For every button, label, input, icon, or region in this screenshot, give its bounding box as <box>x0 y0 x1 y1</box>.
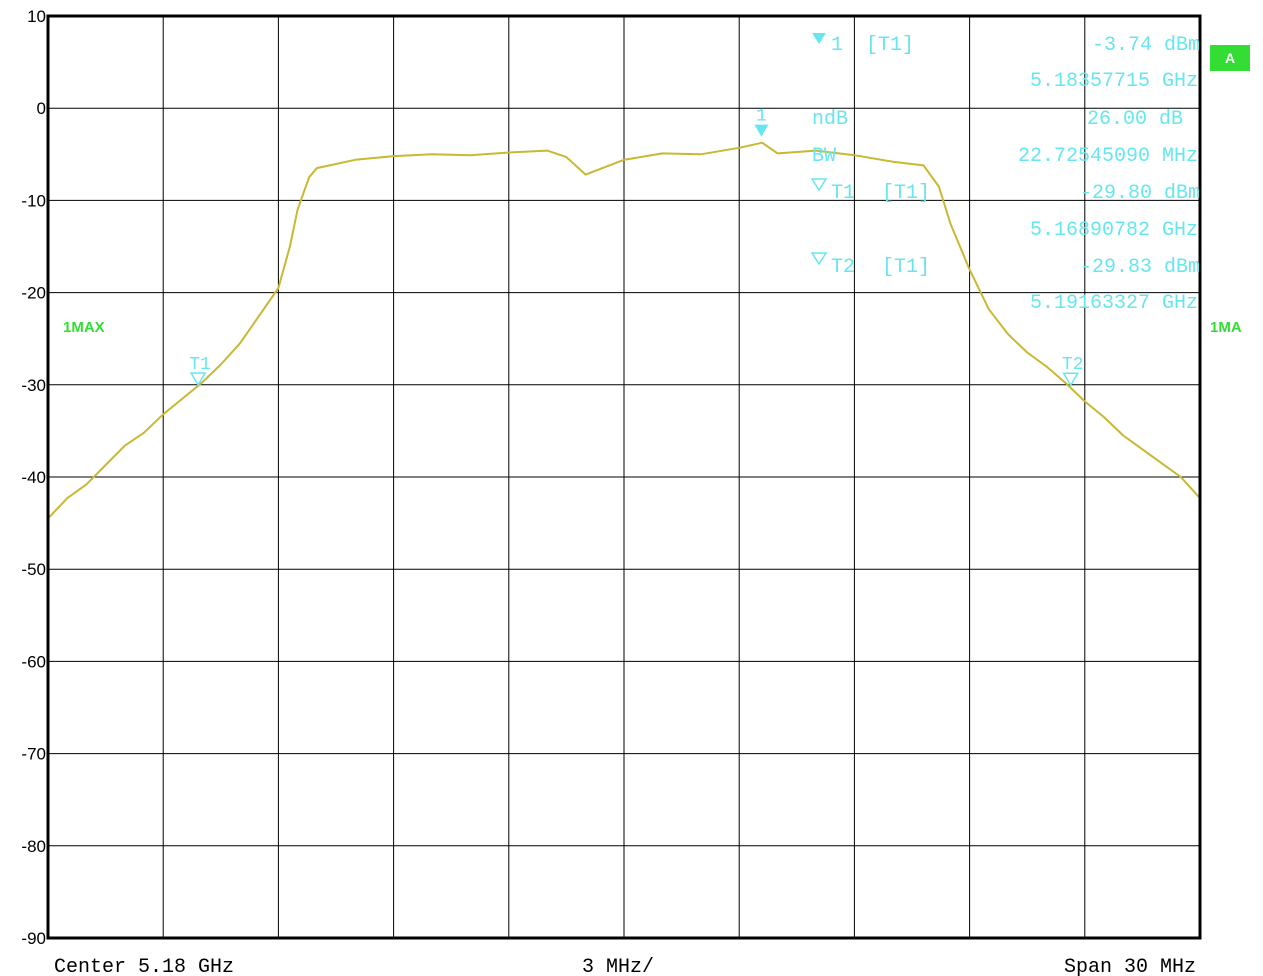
t1-readout-ref: [T1] <box>882 182 930 205</box>
a-badge-label: A <box>1225 50 1235 66</box>
t2-trace-label: T2 <box>1062 355 1084 375</box>
ndb-label: ndB <box>812 108 848 131</box>
y-tick-label: -30 <box>21 376 46 395</box>
t2-readout-label: T2 <box>831 256 855 279</box>
t1-readout-label: T1 <box>831 182 855 205</box>
trace-label-left: 1MAX <box>63 319 105 336</box>
bw-value: 22.72545090 MHz <box>1018 145 1198 168</box>
center-frequency: Center 5.18 GHz <box>54 956 234 976</box>
marker1-triangle-icon <box>754 124 769 137</box>
t1-readout-triangle-icon <box>810 178 828 192</box>
footer: Center 5.18 GHz 3 MHz/ Span 30 MHz <box>54 956 1196 976</box>
spectrum-trace <box>47 141 1201 520</box>
plot-frame <box>46 14 1202 940</box>
ndb-value: 26.00 dB <box>1087 108 1183 131</box>
y-tick-label: -50 <box>21 560 46 579</box>
trace-markers: 1 T1 T2 <box>189 107 1084 387</box>
t2-triangle-icon <box>1062 372 1080 387</box>
t2-readout-level: -29.83 dBm <box>1080 256 1200 279</box>
y-tick-label: -80 <box>21 837 46 856</box>
t1-readout-freq: 5.16890782 GHz <box>1030 219 1198 242</box>
marker1-label: 1 <box>831 34 843 57</box>
t2-readout-triangle-icon <box>810 252 828 266</box>
t2-readout-freq: 5.19163327 GHz <box>1030 292 1198 315</box>
y-axis-ticks: 10 0 -10 -20 -30 -40 -50 -60 -70 -80 -90 <box>21 7 46 948</box>
division-width: 3 MHz/ <box>582 956 654 976</box>
marker1-filled-triangle-icon <box>812 33 826 44</box>
y-tick-label: -10 <box>21 191 46 210</box>
y-tick-label: -70 <box>21 745 46 764</box>
marker1-freq: 5.18357715 GHz <box>1030 70 1198 93</box>
grid <box>48 16 1200 938</box>
y-tick-label: -90 <box>21 929 46 948</box>
marker1-ref: [T1] <box>866 34 914 57</box>
marker1-trace-label: 1 <box>756 107 767 127</box>
a-badge-box <box>1210 45 1250 71</box>
marker-readout: 1 [T1] -3.74 dBm 5.18357715 GHz ndB 26.0… <box>810 33 1200 315</box>
t1-trace-label: T1 <box>189 355 211 375</box>
bw-label: BW <box>812 145 836 168</box>
y-tick-label: -40 <box>21 468 46 487</box>
y-tick-label: 0 <box>37 99 46 118</box>
y-tick-label: -20 <box>21 284 46 303</box>
t2-readout-ref: [T1] <box>882 256 930 279</box>
y-tick-label: -60 <box>21 652 46 671</box>
span-width: Span 30 MHz <box>1064 956 1196 976</box>
marker1-level: -3.74 dBm <box>1092 34 1200 57</box>
y-tick-label: 10 <box>27 7 46 26</box>
t1-readout-level: -29.80 dBm <box>1080 182 1200 205</box>
trace-label-right: 1MA <box>1210 319 1242 336</box>
t1-triangle-icon <box>189 372 207 387</box>
